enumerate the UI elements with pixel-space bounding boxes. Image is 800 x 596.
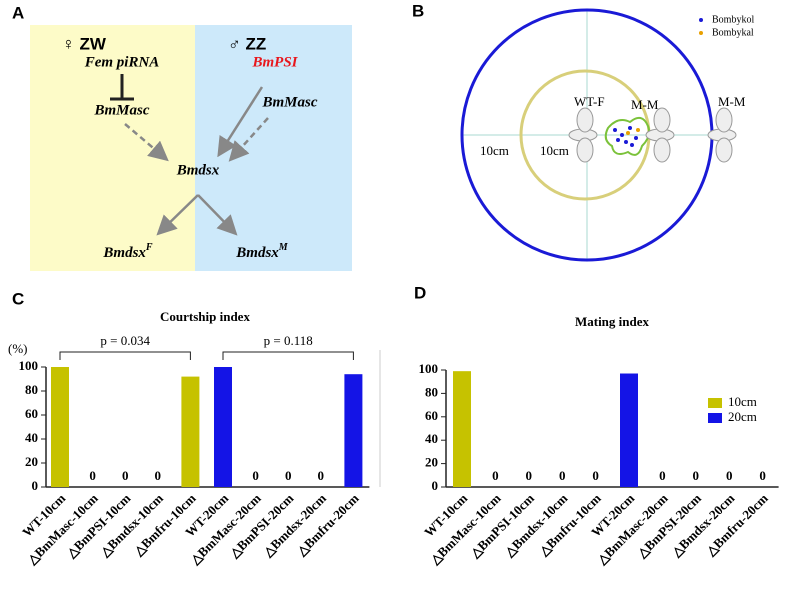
gene-text: Bmdsx xyxy=(102,245,146,261)
value-label: 0 xyxy=(526,468,533,483)
bar xyxy=(51,367,69,487)
female-label: ♀ ZW xyxy=(62,34,107,53)
arrow xyxy=(124,123,169,162)
legend-swatch xyxy=(699,18,703,22)
value-label: 0 xyxy=(89,468,96,483)
label: M-M xyxy=(631,97,659,112)
arrow xyxy=(156,194,199,236)
y-tick-label: 40 xyxy=(425,431,438,446)
dots xyxy=(613,126,638,147)
label: WT-F xyxy=(574,94,605,109)
y-tick-label: 0 xyxy=(432,478,439,493)
gene: Bmdsx xyxy=(176,162,220,178)
bar xyxy=(453,371,471,487)
value-label: 0 xyxy=(492,468,499,483)
y-tick-label: 20 xyxy=(425,455,438,470)
value-label: 0 xyxy=(122,468,129,483)
bar xyxy=(344,374,363,487)
gene: BmdsxF xyxy=(102,242,153,261)
legend-swatch xyxy=(699,31,703,35)
bracket xyxy=(59,351,191,360)
y-tick-label: 20 xyxy=(25,454,38,469)
y-tick-label: 100 xyxy=(419,361,439,376)
value-label: 0 xyxy=(559,468,566,483)
panel-label: D xyxy=(414,283,426,302)
gene: BmPSI xyxy=(251,54,298,70)
value-label: 0 xyxy=(318,468,325,483)
legend-swatch xyxy=(708,398,722,408)
panel-label: A xyxy=(12,3,24,22)
y-tick-label: 60 xyxy=(25,406,38,421)
bar xyxy=(620,373,638,487)
label: 10cm xyxy=(540,143,569,158)
value-label: 0 xyxy=(759,468,766,483)
label: M-M xyxy=(718,94,746,109)
bar xyxy=(214,367,232,487)
gene-text: Bmdsx xyxy=(235,245,279,261)
male-label: ♂ ZZ xyxy=(228,34,266,53)
panel-a: A ♀ ZW ♂ ZZ Fem piRNA BmMasc BmPSI BmMas… xyxy=(12,3,352,271)
value-label: 0 xyxy=(693,468,700,483)
gene: BmdsxM xyxy=(235,242,289,261)
panel-b: B WT-F M-M M-M 10cm 10cm Bombykol Bombyk… xyxy=(412,1,754,262)
superscript: M xyxy=(278,242,289,253)
y-tick-label: 80 xyxy=(425,384,438,399)
legend-label: Bombykal xyxy=(712,27,754,38)
y-tick-label: 100 xyxy=(19,358,39,373)
legend-label: 20cm xyxy=(728,409,757,424)
gene: Fem piRNA xyxy=(84,54,160,70)
panel-label: B xyxy=(412,1,424,20)
value-label: 0 xyxy=(659,468,666,483)
arrow xyxy=(228,117,269,162)
superscript: F xyxy=(145,242,153,253)
legend-label: Bombykol xyxy=(712,14,754,25)
arrow xyxy=(217,86,264,158)
value-label: 0 xyxy=(592,468,599,483)
value-label: 0 xyxy=(726,468,733,483)
arrow xyxy=(197,194,238,236)
annotation: p = 0.034 xyxy=(100,333,150,348)
y-tick-label: 40 xyxy=(25,430,38,445)
gene: BmMasc xyxy=(93,102,149,118)
chart-title: Mating index xyxy=(575,314,650,329)
y-unit: (%) xyxy=(8,341,28,356)
label: 10cm xyxy=(480,143,509,158)
gene: BmMasc xyxy=(261,94,317,110)
bracket xyxy=(222,351,354,360)
value-label: 0 xyxy=(285,468,292,483)
panel-label: C xyxy=(12,289,24,308)
legend-swatch xyxy=(708,413,722,423)
y-tick-label: 0 xyxy=(32,478,39,493)
value-label: 0 xyxy=(155,468,162,483)
bar xyxy=(181,376,200,487)
y-tick-label: 60 xyxy=(425,408,438,423)
pheromone-area xyxy=(604,116,651,156)
chart-title: Courtship index xyxy=(160,309,250,324)
legend-label: 10cm xyxy=(728,394,757,409)
value-label: 0 xyxy=(252,468,259,483)
y-tick-label: 80 xyxy=(25,382,38,397)
dots xyxy=(626,128,640,135)
annotation: p = 0.118 xyxy=(264,333,313,348)
moths xyxy=(568,107,737,163)
